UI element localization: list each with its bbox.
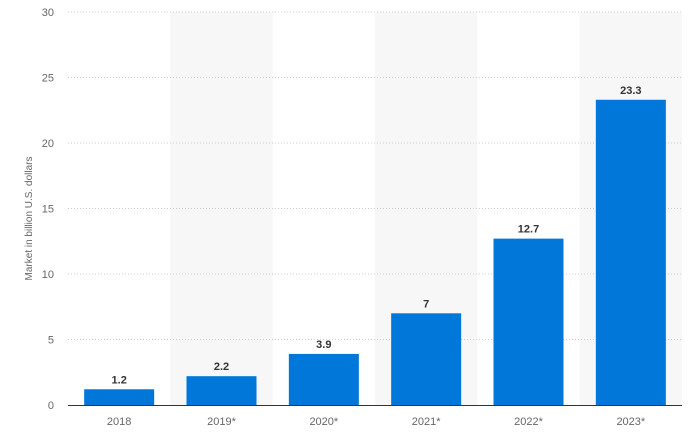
x-tick-label: 2018 [107,416,131,428]
y-tick-label: 0 [48,400,54,412]
y-tick-label: 5 [48,335,54,347]
x-axis-ticks: 2018 2019* 2020* 2021* 2022* 2023* [107,416,646,428]
bars [84,99,666,406]
x-tick-label: 2021* [412,416,441,428]
x-tick-label: 2020* [309,416,338,428]
bar-2021 [391,313,462,405]
bar-value-label: 7 [423,298,429,310]
y-tick-label: 30 [42,7,54,19]
y-tick-label: 20 [42,138,54,150]
y-axis-ticks: 0 5 10 15 20 25 30 [42,7,54,412]
gridlines [68,11,682,340]
x-tick-label: 2019* [207,416,236,428]
y-axis-title: Market in billion U.S. dollars [24,157,35,281]
x-tick-label: 2023* [616,416,645,428]
y-tick-label: 15 [42,204,54,216]
bar-value-label: 2.2 [214,361,229,373]
bar-value-label: 1.2 [112,374,127,386]
y-tick-label: 10 [42,269,54,281]
bar-value-label: 12.7 [518,224,539,236]
x-tick-label: 2022* [514,416,543,428]
data-labels: 1.2 2.2 3.9 7 12.7 23.3 [112,85,642,387]
bar-2023 [595,99,666,406]
bar-2020 [288,353,359,405]
y-tick-label: 25 [42,73,54,85]
bar-2018 [84,389,155,405]
bar-value-label: 23.3 [620,85,641,97]
bar-2022 [493,238,564,405]
bar-value-label: 3.9 [316,339,331,351]
bar-2019 [186,376,257,405]
